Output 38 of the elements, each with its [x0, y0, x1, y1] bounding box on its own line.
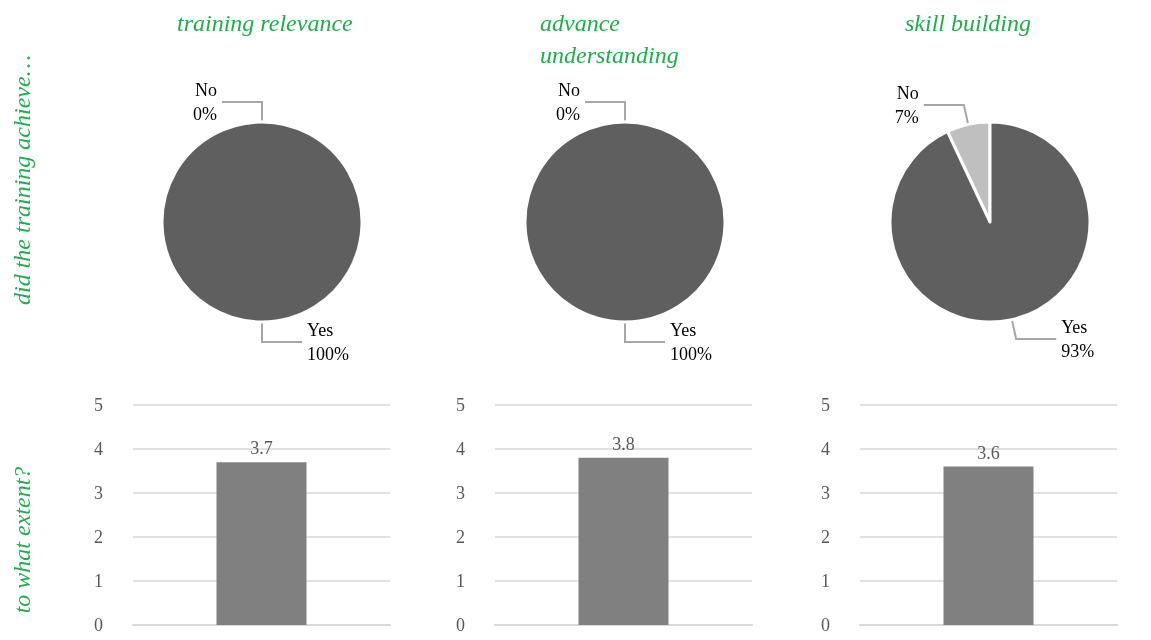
chart-title: skill building: [905, 10, 1031, 36]
y-tick-label: 1: [456, 571, 465, 591]
y-tick-label: 5: [821, 395, 830, 415]
y-tick-label: 4: [94, 439, 103, 459]
text: 0%: [193, 104, 217, 124]
category-label: No: [558, 80, 580, 100]
y-tick-label: 3: [821, 483, 830, 503]
y-tick-label: 1: [94, 571, 103, 591]
chart-title: training relevance: [177, 10, 354, 36]
y-tick-label: 1: [821, 571, 830, 591]
y-tick-label: 2: [456, 527, 465, 547]
slice-label: Yes: [307, 320, 334, 340]
y-tick-label: 4: [821, 439, 830, 459]
slice-label: Yes: [670, 320, 697, 340]
text: 0%: [556, 104, 580, 124]
y-tick-label: 0: [456, 615, 465, 635]
y-tick-label: 2: [94, 527, 103, 547]
y-tick-label: 3: [456, 483, 465, 503]
data-label: 3.7: [250, 438, 273, 459]
data-label: 3.6: [977, 442, 1000, 463]
data-label: 7%: [894, 106, 919, 127]
data-label: 100%: [670, 344, 712, 364]
y-axis-title: to what extent?: [9, 466, 35, 614]
y-tick-label: 0: [94, 615, 103, 635]
chart-title: advance understanding: [540, 10, 679, 68]
y-tick-label: 5: [456, 395, 465, 415]
data-label: 3.8: [612, 433, 635, 454]
category-label: No: [195, 80, 217, 100]
y-tick-label: 5: [94, 395, 103, 415]
data-label: 93%: [1061, 341, 1095, 362]
y-tick-label: 4: [456, 439, 465, 459]
y-tick-label: 3: [94, 483, 103, 503]
text: did the training achieve…: [9, 55, 35, 305]
data-label: 100%: [307, 344, 349, 364]
y-tick-label: 2: [821, 527, 830, 547]
slice-label: Yes: [1061, 317, 1088, 338]
slice-label: No: [896, 82, 919, 103]
y-tick-label: 0: [821, 615, 830, 635]
